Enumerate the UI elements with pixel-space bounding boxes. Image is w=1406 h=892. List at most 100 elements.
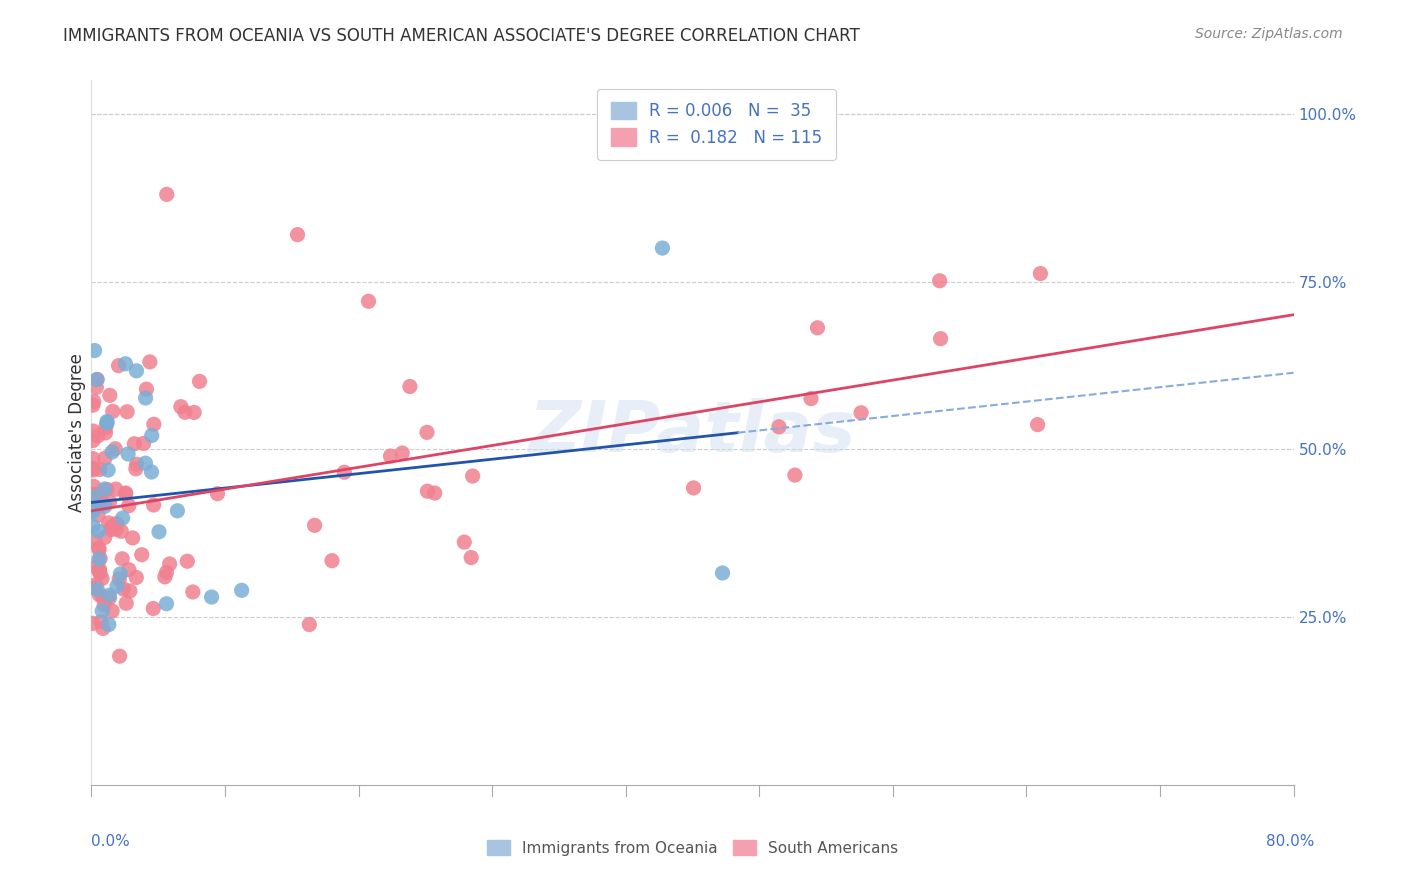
Point <box>125 364 148 378</box>
Point <box>83 343 105 358</box>
Point <box>114 486 136 500</box>
Point <box>84 560 107 574</box>
Text: Source: ZipAtlas.com: Source: ZipAtlas.com <box>1195 27 1343 41</box>
Point <box>333 465 356 479</box>
Point <box>287 227 309 242</box>
Point <box>423 486 446 500</box>
Point <box>453 535 475 549</box>
Point <box>82 491 104 506</box>
Point <box>94 451 117 466</box>
Point <box>82 502 104 516</box>
Point <box>94 420 117 434</box>
Point <box>83 394 105 409</box>
Point <box>110 566 132 581</box>
Point <box>104 482 127 496</box>
Point <box>142 601 165 615</box>
Point <box>83 461 105 475</box>
Point <box>110 524 132 539</box>
Point <box>107 359 129 373</box>
Point <box>89 496 111 510</box>
Point <box>82 424 104 438</box>
Point <box>87 542 110 557</box>
Point <box>84 487 107 501</box>
Point <box>461 469 484 483</box>
Point <box>188 375 211 389</box>
Point <box>82 451 104 466</box>
Point <box>97 516 120 530</box>
Point <box>98 495 121 509</box>
Point <box>91 604 114 618</box>
Point <box>114 357 136 371</box>
Point <box>82 504 104 518</box>
Point <box>115 405 138 419</box>
Point <box>93 598 115 612</box>
Point <box>125 570 148 584</box>
Point <box>849 406 872 420</box>
Point <box>183 405 205 419</box>
Point <box>96 483 118 497</box>
Text: ZIPatlas: ZIPatlas <box>529 398 856 467</box>
Point <box>181 585 204 599</box>
Text: 80.0%: 80.0% <box>1267 834 1315 849</box>
Point <box>380 449 402 463</box>
Point <box>166 504 188 518</box>
Point <box>96 415 118 429</box>
Point <box>131 548 153 562</box>
Point <box>118 563 141 577</box>
Point <box>111 511 134 525</box>
Point <box>108 572 131 586</box>
Point <box>806 320 828 334</box>
Legend: Immigrants from Oceania, South Americans: Immigrants from Oceania, South Americans <box>481 834 904 862</box>
Point <box>89 562 111 576</box>
Point <box>117 447 139 461</box>
Point <box>84 578 107 592</box>
Point <box>125 462 148 476</box>
Point <box>87 552 110 566</box>
Point <box>105 579 128 593</box>
Point <box>84 493 107 508</box>
Point <box>91 591 114 605</box>
Point <box>114 487 136 501</box>
Point <box>100 519 122 533</box>
Point <box>83 581 105 595</box>
Point <box>97 617 120 632</box>
Point <box>391 446 413 460</box>
Point <box>82 490 104 504</box>
Point <box>105 522 128 536</box>
Point <box>82 398 104 412</box>
Point <box>135 391 157 405</box>
Point <box>93 482 115 496</box>
Point <box>155 597 177 611</box>
Point <box>134 456 156 470</box>
Point <box>86 582 108 597</box>
Point <box>86 372 108 386</box>
Point <box>153 570 176 584</box>
Point <box>135 382 157 396</box>
Point <box>118 584 141 599</box>
Point <box>94 425 117 440</box>
Point <box>928 274 950 288</box>
Point <box>87 429 110 443</box>
Point <box>98 591 121 605</box>
Point <box>105 516 128 531</box>
Point <box>416 425 439 440</box>
Point <box>89 462 111 476</box>
Point <box>118 499 141 513</box>
Point <box>87 508 110 523</box>
Point <box>125 458 148 472</box>
Point <box>84 487 107 501</box>
Point <box>156 187 179 202</box>
Point <box>115 596 138 610</box>
Point <box>357 294 380 309</box>
Point <box>89 565 111 579</box>
Point <box>298 617 321 632</box>
Point <box>87 524 110 538</box>
Point <box>98 388 121 402</box>
Point <box>201 590 224 604</box>
Point <box>141 428 163 442</box>
Point <box>86 380 108 394</box>
Point <box>87 541 110 555</box>
Point <box>89 588 111 602</box>
Point <box>304 518 326 533</box>
Point <box>82 519 104 533</box>
